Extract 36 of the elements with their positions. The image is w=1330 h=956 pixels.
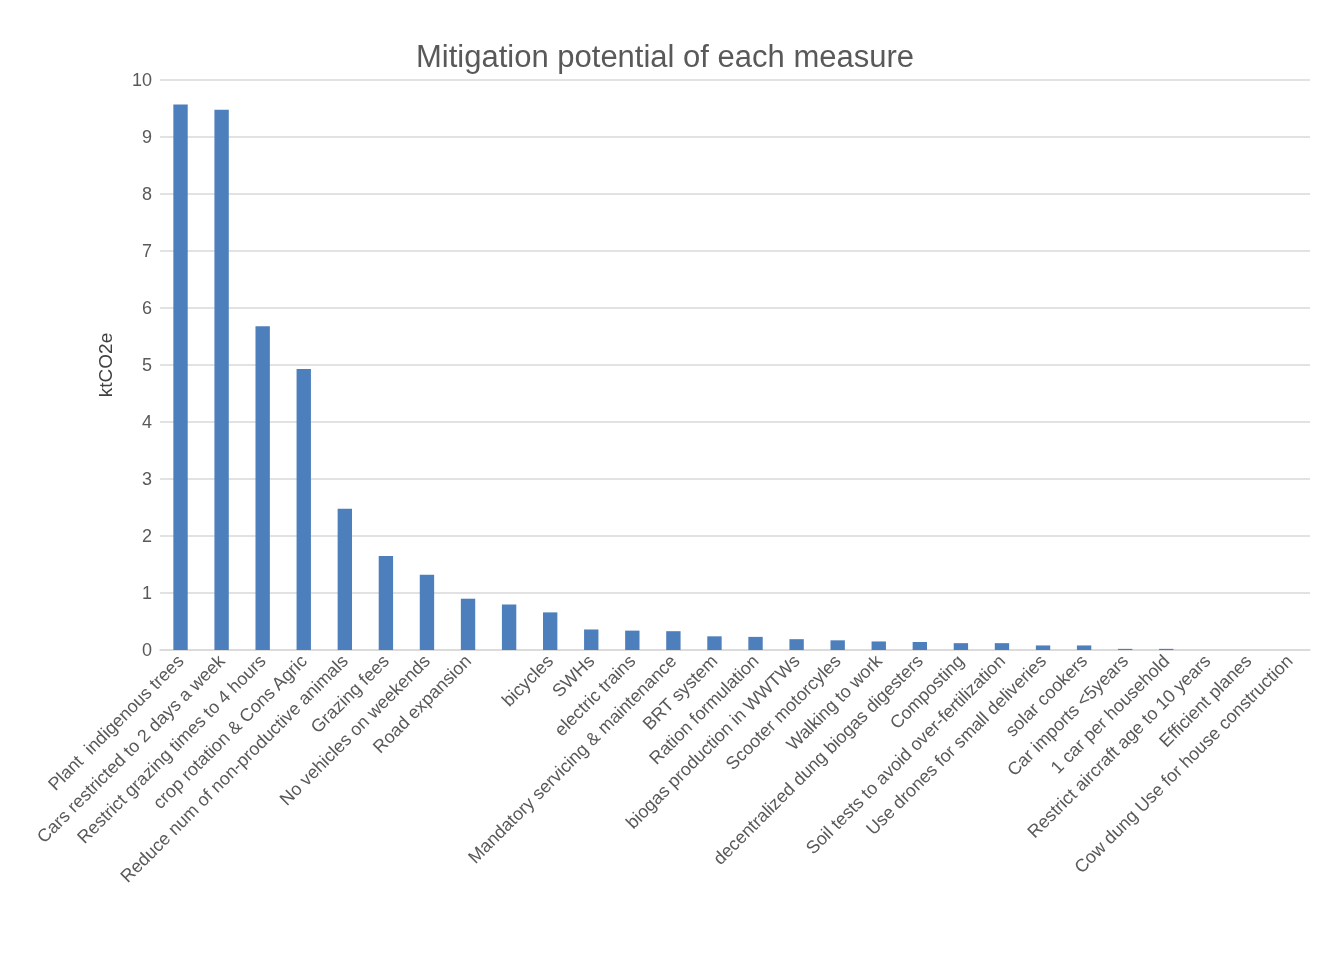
- bar: [1076, 645, 1092, 650]
- y-tick-label: 1: [141, 583, 152, 603]
- y-tick-label: 5: [141, 355, 152, 375]
- y-tick-label: 9: [141, 127, 152, 147]
- bar: [912, 642, 928, 650]
- bar: [255, 326, 270, 650]
- bar: [748, 636, 763, 650]
- y-tick-label: 4: [141, 412, 152, 432]
- bar: [1035, 645, 1051, 650]
- y-tick-label: 2: [141, 526, 152, 546]
- bar: [173, 104, 188, 650]
- bar: [625, 630, 640, 650]
- bar: [214, 109, 229, 650]
- bar: [707, 636, 722, 650]
- bar: [953, 643, 969, 650]
- y-tick-label: 6: [141, 298, 152, 318]
- bar: [994, 643, 1010, 650]
- bar: [666, 631, 681, 650]
- chart-title: Mitigation potential of each measure: [415, 39, 915, 74]
- y-axis-title: ktCO2e: [95, 332, 116, 398]
- bar: [337, 508, 353, 650]
- bar: [789, 639, 804, 650]
- bar: [871, 641, 886, 650]
- bar: [419, 574, 435, 650]
- bar: [830, 640, 845, 650]
- bar: [542, 612, 558, 650]
- y-tick-label: 0: [141, 640, 152, 660]
- y-tick-label: 8: [141, 184, 152, 204]
- bar: [460, 598, 476, 650]
- y-tick-label: 10: [131, 70, 152, 90]
- y-tick-label: 7: [141, 241, 152, 261]
- bar: [378, 555, 394, 650]
- y-tick-label: 3: [141, 469, 152, 489]
- bar: [584, 629, 599, 650]
- bar: [501, 604, 517, 650]
- bar: [296, 368, 311, 650]
